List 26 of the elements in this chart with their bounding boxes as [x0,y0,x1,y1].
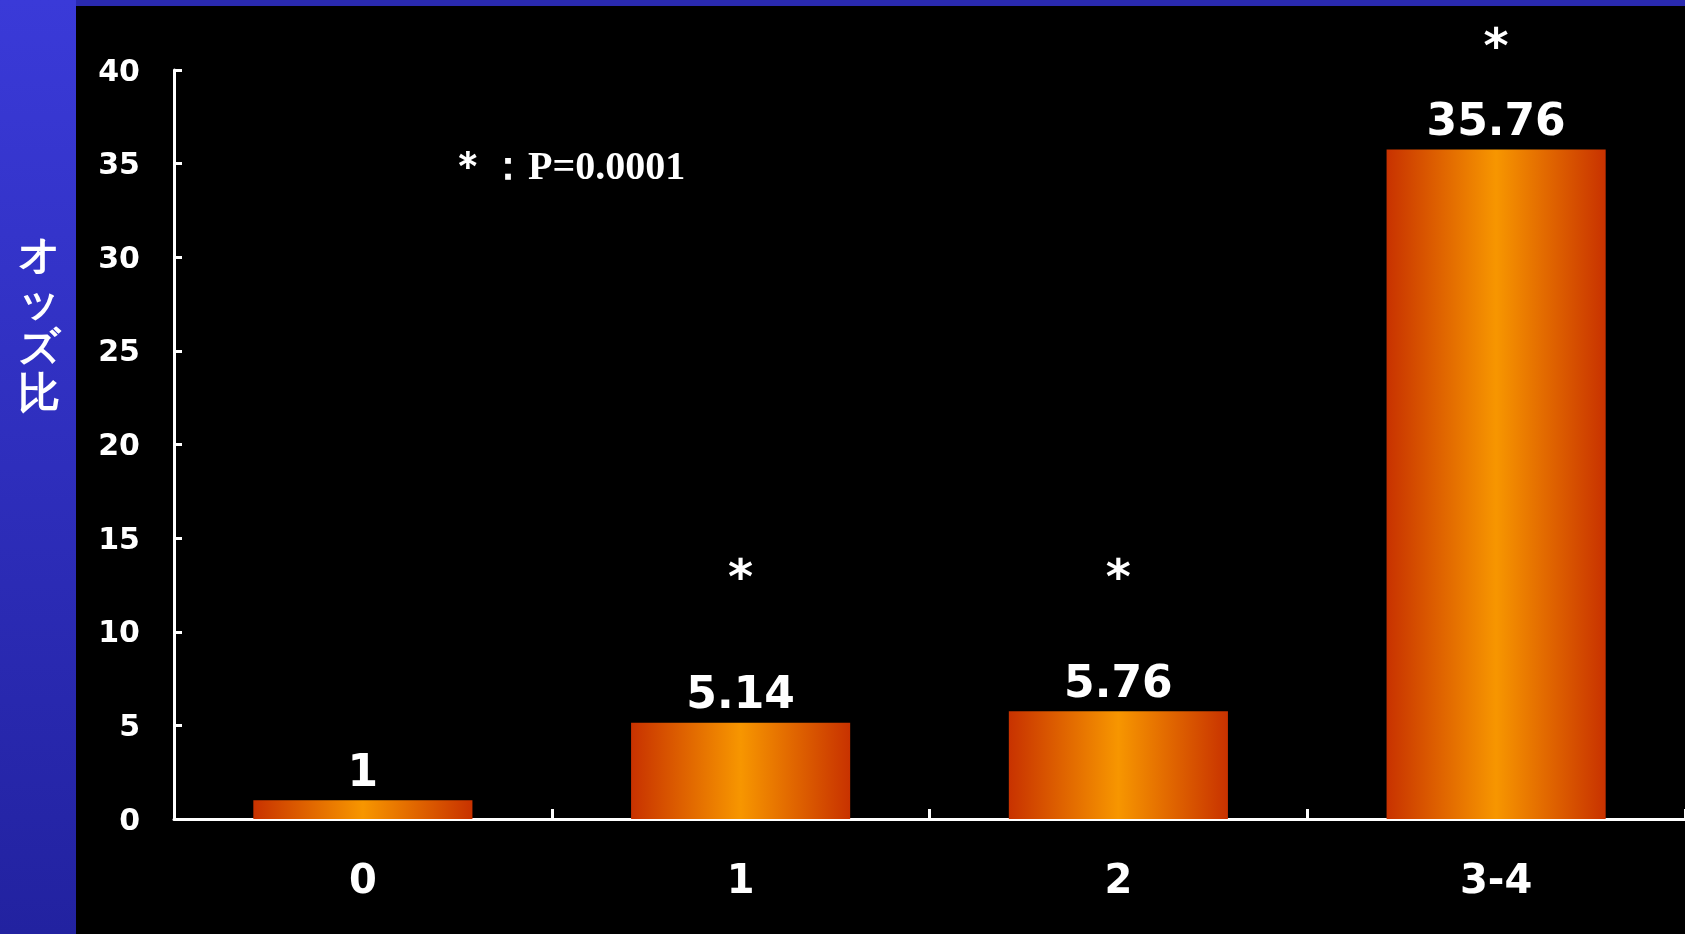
bar [631,722,851,819]
y-tick-label: 40 [98,52,140,88]
y-axis-title: オッズ比 [16,230,62,417]
x-tick-label: 1 [726,856,755,902]
y-tick-label: 15 [98,520,140,556]
bar [1386,149,1606,819]
x-tick-label: 3-4 [1459,856,1533,902]
annotation: ＊：P=0.0001 [448,142,686,188]
x-tick-label: 0 [348,856,377,902]
bar [253,800,473,819]
annotation: * [728,548,754,604]
x-tick-label: 2 [1104,856,1133,902]
bar [1008,711,1228,819]
y-tick-label: 0 [119,801,140,837]
y-tick-label: 20 [98,427,140,462]
data-label: 1 [347,744,379,796]
y-tick-label: 35 [98,146,140,182]
data-label: 5.14 [686,667,795,719]
y-tick-label: 10 [98,614,140,650]
y-tick-label: 5 [119,707,140,743]
data-label: 5.76 [1064,655,1173,707]
y-tick-label: 25 [98,333,140,369]
y-tick-label: 30 [98,239,140,275]
annotation: * [1105,548,1131,604]
data-label: 35.76 [1426,93,1566,145]
annotation: * [1483,17,1509,74]
